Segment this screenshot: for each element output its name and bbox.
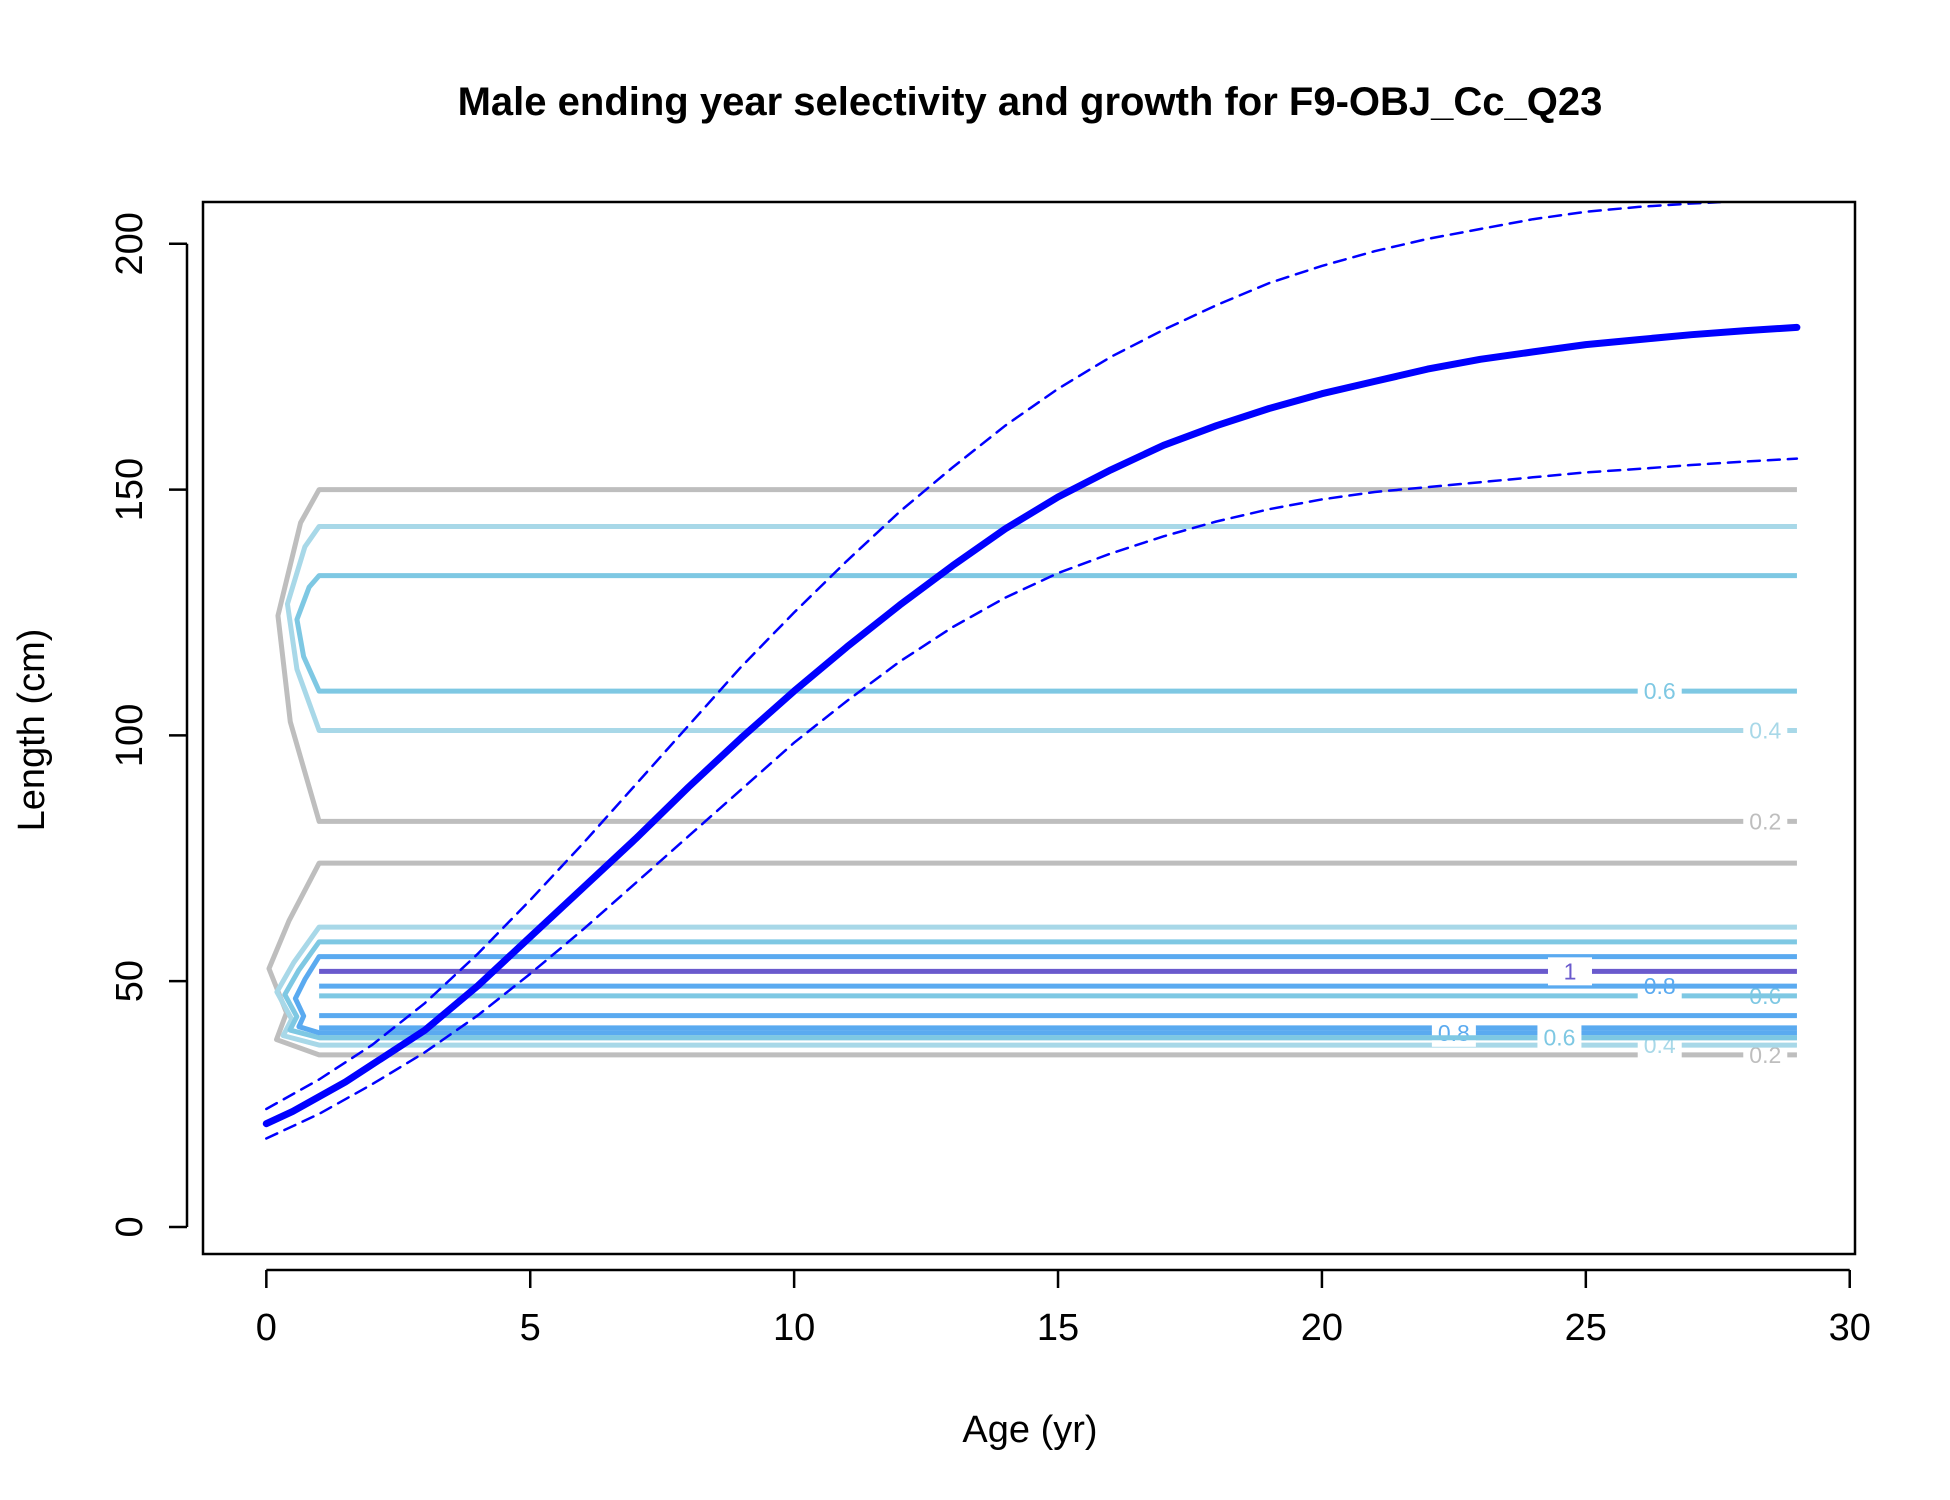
y-axis: 0 50 100 150 200 (109, 212, 189, 1238)
y-axis-title: Length (cm) (11, 629, 53, 832)
contour-label-bg (1431, 1018, 1476, 1047)
contour-line (284, 523, 1797, 733)
y-tick-label: 200 (109, 212, 151, 275)
contour-label-bg (1637, 677, 1682, 706)
contour-label-bg (1537, 1023, 1582, 1052)
x-tick-label: 0 (256, 1307, 277, 1349)
contour-line (294, 573, 1797, 694)
y-tick-label: 150 (109, 458, 151, 521)
contour-label: 0.2 (1749, 808, 1781, 834)
contour-label-bg (1743, 716, 1788, 745)
contour-line (274, 924, 1797, 1048)
x-axis-title: Age (yr) (962, 1409, 1097, 1451)
y-tick-label: 0 (109, 1216, 151, 1237)
x-tick-label: 25 (1565, 1307, 1607, 1349)
growth-series (262, 202, 1801, 1140)
plot-frame (201, 200, 1857, 1256)
contour-label: 1 (1564, 958, 1577, 984)
x-tick-label: 10 (773, 1307, 815, 1349)
series-line-mean-length (262, 323, 1801, 1128)
contour-label: 0.8 (1438, 1020, 1470, 1046)
x-tick-label: 30 (1829, 1307, 1871, 1349)
series-line-upper-bound (265, 202, 1754, 1111)
contour-line (292, 954, 1797, 1036)
contour-label-bg (1743, 807, 1788, 836)
x-tick-label: 5 (520, 1307, 541, 1349)
x-tick-label: 20 (1301, 1307, 1343, 1349)
contour-label: 0.4 (1749, 717, 1781, 743)
contour-label-bg (1547, 957, 1592, 986)
series-line-lower-bound (265, 457, 1799, 1140)
y-tick-label: 50 (109, 960, 151, 1002)
x-tick-label: 15 (1037, 1307, 1079, 1349)
y-tick-label: 100 (109, 704, 151, 767)
contour-label: 0.6 (1644, 678, 1676, 704)
x-axis: 0 5 10 15 20 25 30 (256, 1268, 1871, 1349)
contour-line (282, 939, 1797, 1041)
selectivity-contours: 0.20.40.60.20.40.60.80.8 0.61 (266, 487, 1797, 1069)
chart-title: Male ending year selectivity and growth … (458, 80, 1603, 124)
contour-label: 0.6 (1543, 1025, 1575, 1051)
contour-line (275, 487, 1797, 824)
